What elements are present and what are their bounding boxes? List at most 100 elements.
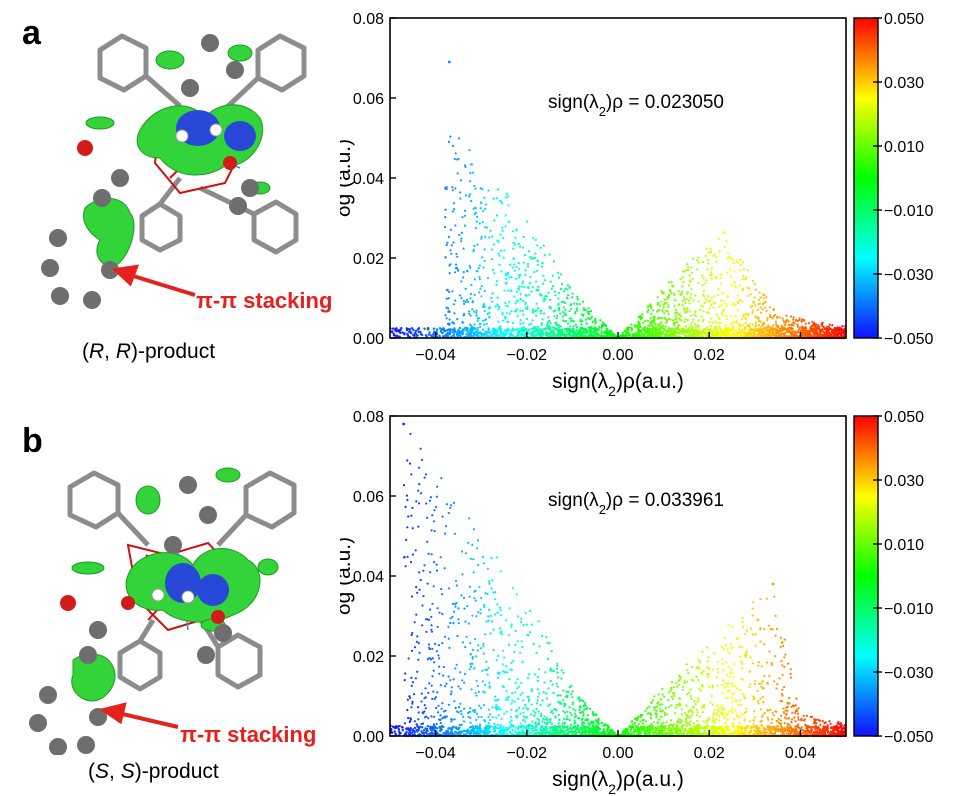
scatter-point: [472, 171, 475, 174]
scatter-point: [537, 285, 540, 288]
scatter-point: [473, 184, 476, 188]
scatter-point: [659, 698, 662, 701]
scatter-point: [432, 520, 436, 523]
scatter-point: [540, 324, 543, 327]
scatter-point: [789, 668, 792, 671]
scatter-point: [459, 671, 462, 674]
scatter-point: [489, 335, 492, 338]
scatter-point: [644, 709, 647, 712]
scatter-point: [501, 226, 504, 229]
scatter-point: [559, 325, 562, 328]
scatter-point: [730, 315, 733, 318]
scatter-point: [724, 326, 727, 330]
product-caption-b: (S, S)-product: [88, 760, 219, 783]
scatter-point: [469, 665, 473, 668]
scatter-point: [728, 327, 731, 331]
scatter-point: [809, 330, 812, 333]
scatter-point: [699, 715, 702, 718]
scatter-point: [679, 278, 682, 281]
scatter-point: [686, 263, 689, 266]
scatter-point: [718, 332, 722, 336]
scatter-point: [696, 259, 699, 262]
scatter-point: [607, 726, 610, 729]
scatter-point: [690, 321, 694, 324]
scatter-point: [786, 662, 790, 665]
scatter-point: [722, 309, 725, 312]
scatter-point: [488, 681, 491, 684]
scatter-point: [794, 711, 797, 715]
scatter-point: [725, 315, 728, 318]
scatter-point: [463, 224, 467, 227]
panel-letter-b: b: [22, 422, 43, 460]
scatter-point: [492, 628, 495, 631]
scatter-point: [450, 252, 453, 255]
scatter-point: [637, 323, 640, 327]
scatter-point: [414, 549, 417, 552]
scatter-point: [511, 230, 514, 233]
scatter-point: [526, 716, 529, 719]
scatter-point: [756, 335, 760, 338]
scatter-point: [758, 682, 761, 685]
scatter-point: [563, 312, 566, 315]
scatter-point: [480, 332, 483, 335]
colorbar-tick-label: 0.010: [884, 139, 924, 156]
scatter-point: [449, 621, 452, 625]
scatter-point: [630, 725, 633, 728]
scatter-point: [735, 321, 738, 324]
scatter-point: [447, 625, 450, 628]
scatter-point: [517, 242, 520, 246]
scatter-point: [454, 224, 457, 227]
scatter-point: [451, 144, 454, 148]
scatter-point: [801, 318, 804, 321]
scatter-point: [569, 325, 572, 328]
scatter-point: [744, 322, 747, 325]
scatter-point: [539, 293, 542, 296]
scatter-point: [566, 284, 569, 287]
scatter-point: [536, 688, 539, 691]
scatter-point: [677, 683, 680, 686]
scatter-point: [514, 302, 517, 305]
scatter-point: [417, 489, 420, 492]
scatter-point: [800, 726, 803, 729]
scatter-point: [403, 722, 406, 725]
scatter-point: [680, 293, 684, 296]
scatter-point: [483, 605, 486, 609]
scatter-point: [490, 587, 493, 590]
scatter-point: [545, 717, 548, 720]
scatter-point: [487, 715, 490, 719]
scatter-point: [667, 313, 670, 316]
scatter-point: [410, 684, 413, 687]
scatter-point: [433, 509, 436, 512]
scatter-point: [664, 333, 667, 336]
scatter-point: [462, 247, 465, 250]
scatter-point: [484, 226, 487, 229]
scatter-point: [445, 333, 448, 336]
scatter-point: [705, 311, 708, 314]
scatter-point: [531, 334, 534, 337]
scatter-point: [778, 316, 781, 319]
scatter-point: [657, 693, 660, 696]
scatter-point: [737, 261, 740, 264]
scatter-point: [474, 206, 477, 210]
scatter-point: [571, 296, 574, 299]
scatter-point: [668, 330, 671, 333]
scatter-point: [726, 331, 730, 335]
scatter-point: [459, 179, 462, 182]
scatter-point: [504, 698, 507, 701]
scatter-point: [448, 333, 452, 336]
scatter-point: [483, 309, 486, 313]
molecule-image-b: [29, 467, 297, 755]
scatter-point: [646, 319, 649, 322]
scatter-point: [576, 330, 579, 334]
scatter-point: [542, 300, 545, 303]
scatter-point: [684, 301, 687, 305]
molecule-image-a: [41, 33, 307, 309]
scatter-point: [659, 335, 662, 338]
scatter-point: [741, 261, 744, 264]
scatter-point: [687, 284, 690, 287]
scatter-point: [435, 563, 438, 566]
scatter-point: [700, 706, 704, 709]
scatter-point: [705, 247, 708, 250]
scatter-point: [413, 621, 416, 624]
scatter-point: [742, 274, 745, 278]
